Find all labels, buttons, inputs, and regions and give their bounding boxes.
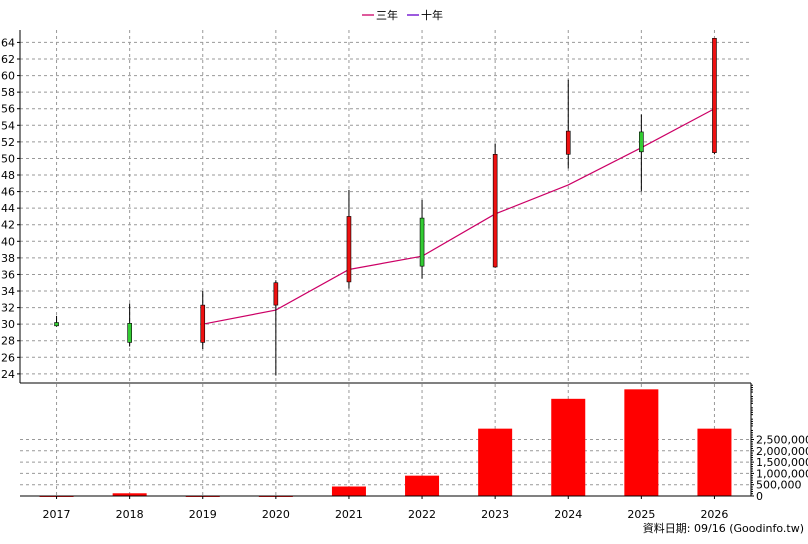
legend-label-3yr: 三年 (376, 8, 398, 22)
moving-average-line (202, 108, 715, 325)
volume-tick-label: 0 (756, 490, 763, 503)
x-tick-label: 2019 (189, 508, 217, 521)
x-tick-label: 2020 (262, 508, 290, 521)
price-axis-ticks: 24 26 28 30 32 34 36 38 40 42 44 46 48 50 52 54 56 58 60 62… (1, 36, 20, 381)
price-tick-label: 52 (1, 136, 15, 149)
price-tick-label: 34 (1, 285, 15, 298)
price-tick-label: 54 (1, 119, 15, 132)
volume-bar (331, 486, 366, 496)
price-tick-label: 24 (1, 368, 15, 381)
volume-tick-label: 2,500,000 (756, 434, 808, 447)
price-tick-label: 28 (1, 335, 15, 348)
candle-body (273, 282, 279, 306)
price-tick-label: 38 (1, 252, 15, 265)
x-tick-label: 2023 (481, 508, 509, 521)
source-note: 資料日期: 09/16 (Goodinfo.tw) (643, 521, 804, 535)
price-tick-label: 26 (1, 351, 15, 364)
x-tick-label: 2022 (408, 508, 436, 521)
volume-bar (405, 475, 440, 496)
price-tick-label: 36 (1, 268, 15, 281)
x-tick-label: 2021 (335, 508, 363, 521)
candle-body (639, 131, 644, 153)
x-axis-ticks: 2017 2018 2019 2020 2021 2022 2023 2024 2025 2026 (43, 496, 728, 521)
price-tick-label: 30 (1, 318, 15, 331)
volume-bar (551, 398, 586, 496)
volume-tick-label: 1,000,000 (756, 467, 808, 480)
price-tick-label: 40 (1, 235, 15, 248)
price-tick-label: 44 (1, 202, 15, 215)
legend-label-10yr: 十年 (421, 8, 443, 22)
x-tick-label: 2017 (43, 508, 71, 521)
candle-body (565, 130, 571, 155)
legend: 三年 十年 (362, 8, 443, 22)
price-tick-label: 64 (1, 36, 15, 49)
volume-tick-label: 2,000,000 (756, 445, 808, 458)
volume-bar (697, 428, 732, 496)
candle-body (346, 216, 352, 283)
volume-grid (20, 439, 751, 486)
price-tick-label: 32 (1, 302, 15, 315)
price-tick-label: 58 (1, 86, 15, 99)
candle-body (127, 323, 132, 343)
candles (54, 37, 717, 376)
moving-average-lines (202, 108, 715, 325)
x-tick-label: 2024 (554, 508, 582, 521)
price-tick-label: 50 (1, 152, 15, 165)
volume-bar (112, 493, 147, 496)
volume-bar (624, 389, 659, 496)
candle-body (419, 217, 425, 267)
volume-tick-label: 500,000 (756, 479, 802, 492)
x-tick-label: 2025 (627, 508, 655, 521)
price-tick-label: 62 (1, 53, 15, 66)
candle-body (200, 304, 206, 343)
candle-body (54, 322, 59, 327)
volume-bar (478, 428, 513, 496)
x-tick-label: 2026 (700, 508, 728, 521)
price-tick-label: 56 (1, 103, 15, 116)
volume-bars (39, 389, 732, 497)
volume-axis-ticks: 0500,0001,000,0001,500,0002,000,0002,500… (751, 384, 808, 503)
volume-tick-label: 1,500,000 (756, 456, 808, 469)
price-grid (20, 30, 751, 496)
x-tick-label: 2018 (116, 508, 144, 521)
price-tick-label: 48 (1, 169, 15, 182)
price-tick-label: 42 (1, 219, 15, 232)
candle-body (712, 37, 717, 153)
price-tick-label: 60 (1, 70, 15, 83)
price-tick-label: 46 (1, 186, 15, 199)
candle-body (492, 153, 498, 268)
